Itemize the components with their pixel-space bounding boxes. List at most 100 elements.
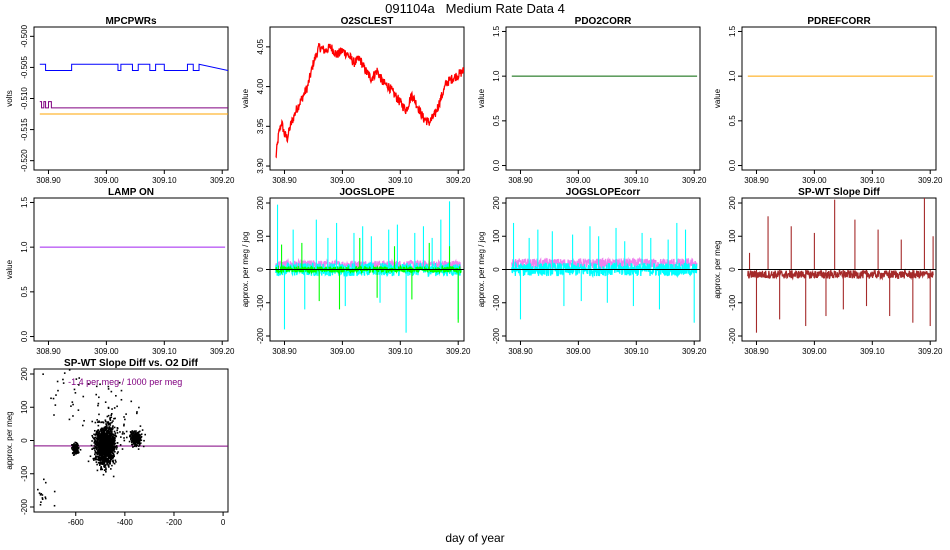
point: [100, 462, 103, 465]
point: [95, 433, 97, 436]
x-tick-label: 309.20: [210, 176, 235, 185]
point: [112, 461, 115, 464]
point: [98, 459, 101, 462]
point: [141, 429, 144, 431]
point: [95, 432, 98, 434]
point: [142, 445, 145, 448]
x-tick-label: 308.90: [272, 176, 297, 185]
chart-title: JOGSLOPE: [339, 187, 394, 198]
point: [113, 436, 116, 439]
point: [98, 462, 101, 465]
point: [111, 448, 114, 451]
point: [107, 459, 110, 461]
point: [103, 462, 106, 465]
point: [138, 406, 140, 409]
point: [44, 481, 47, 484]
x-tick-label: -200: [166, 518, 183, 527]
point: [106, 422, 109, 424]
y-tick-label: 1.5: [492, 25, 501, 37]
x-tick-label: 308.90: [744, 347, 769, 356]
point: [132, 436, 134, 439]
point: [111, 440, 114, 443]
point: [99, 458, 101, 461]
point: [100, 421, 102, 424]
point: [50, 397, 52, 400]
point: [102, 429, 105, 431]
y-tick-label: 0: [728, 267, 737, 272]
point: [108, 422, 111, 425]
point: [111, 451, 113, 453]
point: [71, 401, 74, 403]
point: [111, 464, 113, 467]
point: [108, 452, 110, 455]
point: [103, 440, 106, 443]
point: [73, 449, 75, 451]
y-tick-label: -200: [256, 327, 265, 344]
point: [73, 447, 76, 450]
point: [99, 441, 102, 444]
point: [108, 440, 111, 442]
y-tick-label: -100: [492, 294, 501, 311]
point: [114, 442, 117, 445]
point: [106, 439, 108, 441]
point: [123, 424, 125, 427]
point: [93, 433, 95, 436]
point: [105, 441, 107, 444]
chart-panel-4: PDREFCORR value 308.90 309.00 309.10 309.20 0.…: [713, 16, 943, 185]
point: [71, 444, 73, 446]
point: [93, 429, 96, 432]
x-tick-label: 309.10: [624, 176, 649, 185]
point: [138, 440, 141, 443]
point: [73, 388, 76, 391]
y-tick-label: 100: [492, 229, 501, 243]
series-trace: [275, 43, 464, 159]
point: [121, 448, 124, 450]
point: [113, 445, 116, 448]
point: [75, 449, 78, 452]
point: [100, 432, 102, 435]
point: [102, 473, 105, 476]
point: [98, 453, 100, 455]
point: [123, 432, 126, 435]
point: [113, 440, 116, 443]
x-tick-label: 309.20: [918, 347, 943, 356]
point: [116, 442, 119, 444]
point: [112, 427, 114, 430]
point: [130, 433, 132, 436]
point: [101, 435, 104, 437]
point: [108, 437, 111, 439]
point: [132, 432, 135, 434]
point: [116, 427, 119, 430]
point: [97, 402, 100, 405]
point: [44, 497, 47, 500]
point: [76, 442, 78, 445]
point: [94, 453, 96, 456]
point: [102, 453, 105, 456]
point: [121, 433, 124, 435]
point: [102, 434, 104, 436]
point: [100, 451, 103, 453]
point: [108, 426, 111, 429]
point: [133, 445, 136, 448]
point: [134, 435, 137, 438]
x-axis-label: day of year: [445, 531, 505, 545]
point: [113, 417, 115, 420]
point: [104, 440, 107, 442]
point: [116, 429, 118, 432]
point: [104, 432, 106, 435]
point: [94, 451, 97, 453]
chart-title: PDREFCORR: [807, 16, 871, 27]
point: [98, 436, 100, 438]
point: [97, 429, 99, 432]
chart-title: O2SCLEST: [341, 16, 394, 27]
plot-frame: [33, 197, 229, 342]
point: [106, 415, 109, 418]
point: [106, 462, 108, 464]
point: [114, 459, 117, 462]
point: [97, 434, 100, 436]
point: [139, 442, 142, 445]
point: [112, 439, 115, 442]
point: [105, 437, 107, 439]
y-tick-label: -0.500: [20, 24, 29, 47]
x-tick-label: 309.00: [566, 347, 591, 356]
